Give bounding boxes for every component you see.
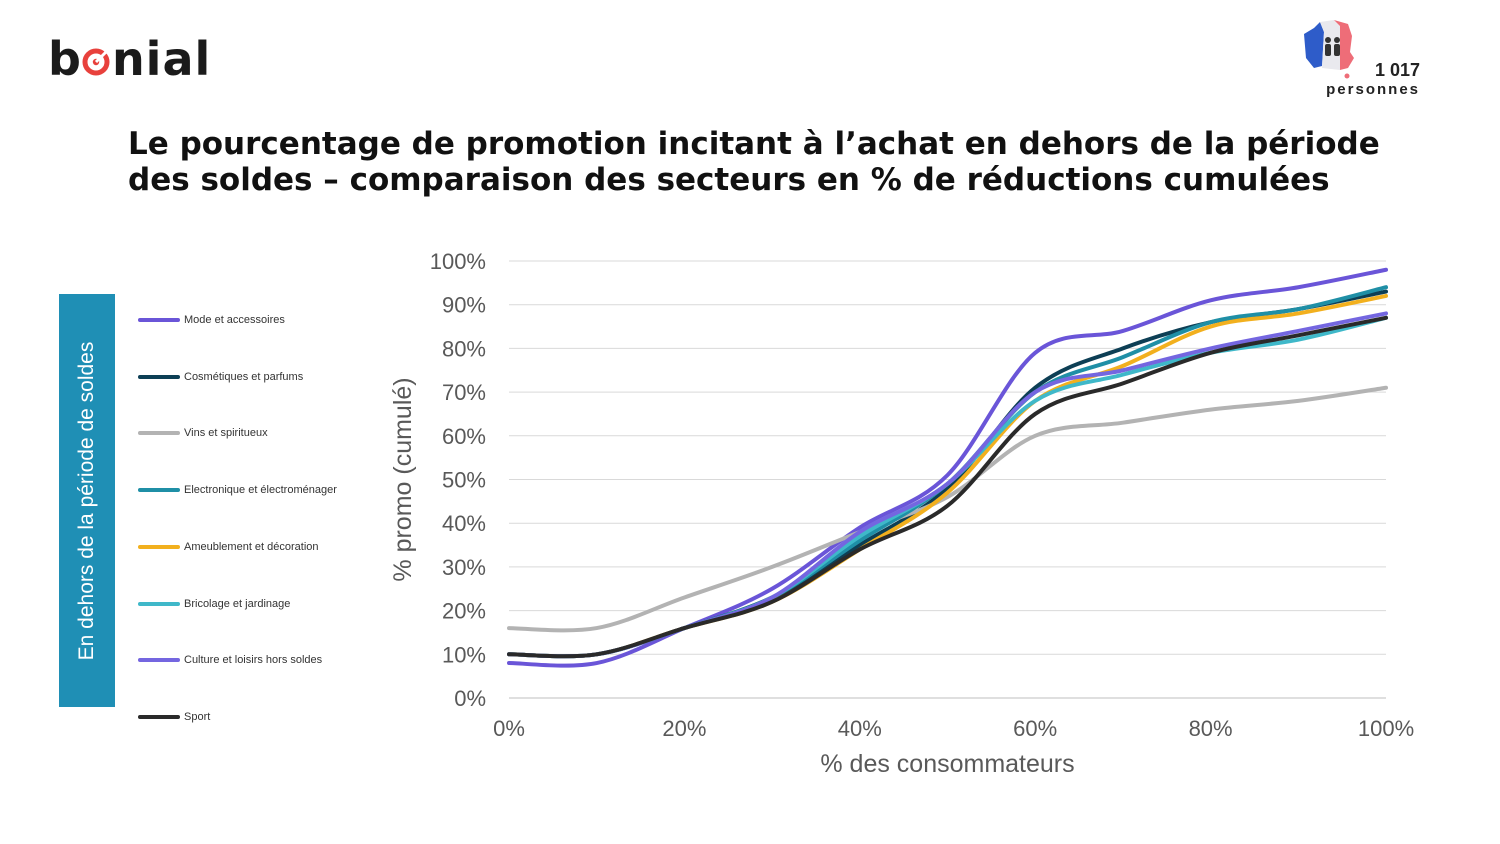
series-line	[507, 311, 1388, 659]
legend-swatch	[138, 488, 180, 493]
x-tick-label: 20%	[662, 716, 706, 741]
x-tick-label: 40%	[838, 716, 882, 741]
y-tick-label: 100%	[430, 249, 486, 274]
legend-label: Vins et spiritueux	[184, 427, 268, 440]
y-tick-label: 0%	[454, 686, 486, 711]
legend-label: Ameublement et décoration	[184, 540, 319, 553]
y-tick-label: 80%	[442, 336, 486, 361]
legend-item: Culture et loisirs hors soldes	[138, 650, 322, 670]
y-tick-label: 10%	[442, 642, 486, 667]
legend-label: Culture et loisirs hors soldes	[184, 654, 323, 667]
legend-swatch	[138, 431, 180, 436]
legend-label: Cosmétiques et parfums	[184, 370, 304, 383]
side-label-box: En dehors de la période de soldes	[59, 294, 115, 707]
y-tick-label: 50%	[442, 468, 486, 493]
legend-item: Cosmétiques et parfums	[138, 367, 303, 387]
respondent-count: 1 017	[1374, 60, 1420, 80]
legend-swatch	[138, 658, 180, 663]
series-line	[507, 267, 1388, 668]
x-tick-label: 60%	[1013, 716, 1057, 741]
legend-item: Vins et spiritueux	[138, 423, 268, 443]
legend-swatch	[138, 601, 180, 606]
series-line	[507, 315, 1388, 659]
respondent-label: personnes	[1326, 81, 1420, 98]
logo-text-end: nial	[111, 32, 212, 86]
x-tick-label: 100%	[1358, 716, 1414, 741]
x-tick-label: 0%	[493, 716, 525, 741]
legend-item: Electronique et électroménager	[138, 480, 337, 500]
legend-item: Bricolage et jardinage	[138, 594, 290, 614]
legend-item: Sport	[138, 707, 210, 727]
legend-item: Mode et accessoires	[138, 310, 285, 330]
y-tick-label: 20%	[442, 599, 486, 624]
france-map-icon	[1304, 20, 1354, 79]
page-title: Le pourcentage de promotion incitant à l…	[128, 126, 1380, 198]
bonial-logo: b nial	[48, 34, 211, 84]
x-axis-label: % des consommateurs	[820, 750, 1074, 778]
target-icon	[82, 34, 112, 84]
legend-item: Ameublement et décoration	[138, 537, 319, 557]
series-line	[507, 385, 1388, 633]
legend-label: Bricolage et jardinage	[184, 597, 291, 610]
legend-label: Mode et accessoires	[184, 314, 285, 326]
y-tick-label: 90%	[442, 293, 486, 318]
legend-swatch	[138, 714, 180, 719]
y-tick-label: 30%	[442, 555, 486, 580]
legend-label: Electronique et électroménager	[184, 484, 337, 497]
legend-swatch	[138, 318, 180, 322]
logo-text-start: b	[48, 32, 82, 86]
y-tick-label: 60%	[442, 424, 486, 449]
legend-swatch	[138, 544, 180, 549]
respondent-badge: 1 017 personnes	[1300, 18, 1420, 100]
y-tick-label: 70%	[442, 380, 486, 405]
x-tick-label: 80%	[1189, 716, 1233, 741]
y-tick-label: 40%	[442, 511, 486, 536]
legend-label: Sport	[184, 710, 211, 723]
legend-swatch	[138, 374, 180, 379]
y-axis-label: % promo (cumulé)	[389, 377, 417, 581]
